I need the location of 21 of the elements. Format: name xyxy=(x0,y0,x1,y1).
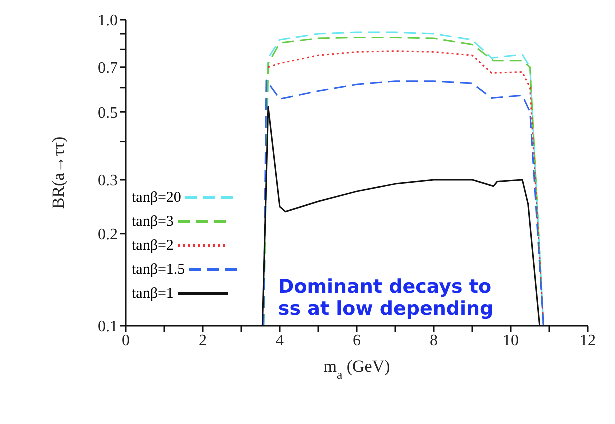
y-tick-label: 0.5 xyxy=(98,104,118,122)
x-tick-label: 6 xyxy=(353,332,361,350)
y-axis-title: BR(a→ττ) xyxy=(49,136,68,210)
y-tick-label: 0.3 xyxy=(98,172,118,190)
y-tick-label: 1.0 xyxy=(98,12,118,30)
x-axis-title: m$_{a}$ (GeV) xyxy=(324,357,390,382)
x-tick-label: 4 xyxy=(276,332,284,350)
y-tick-label: 0.1 xyxy=(98,318,118,336)
x-tick-label: 12 xyxy=(580,332,596,350)
legend-label: tanβ=2 xyxy=(132,238,174,254)
y-tick-label: 0.7 xyxy=(98,60,118,78)
legend-label: tanβ=1.5 xyxy=(132,262,186,278)
x-tick-label: 2 xyxy=(199,332,207,350)
y-tick-label: 0.2 xyxy=(98,226,118,244)
legend-label: tanβ=20 xyxy=(132,190,182,206)
legend-label: tanβ=3 xyxy=(132,214,174,230)
legend-label: tanβ=1 xyxy=(132,286,174,302)
annotation: Dominant decays to ss at low depending xyxy=(278,276,495,320)
x-tick-label: 10 xyxy=(503,332,519,350)
x-tick-label: 0 xyxy=(122,332,130,350)
x-tick-label: 8 xyxy=(430,332,438,350)
